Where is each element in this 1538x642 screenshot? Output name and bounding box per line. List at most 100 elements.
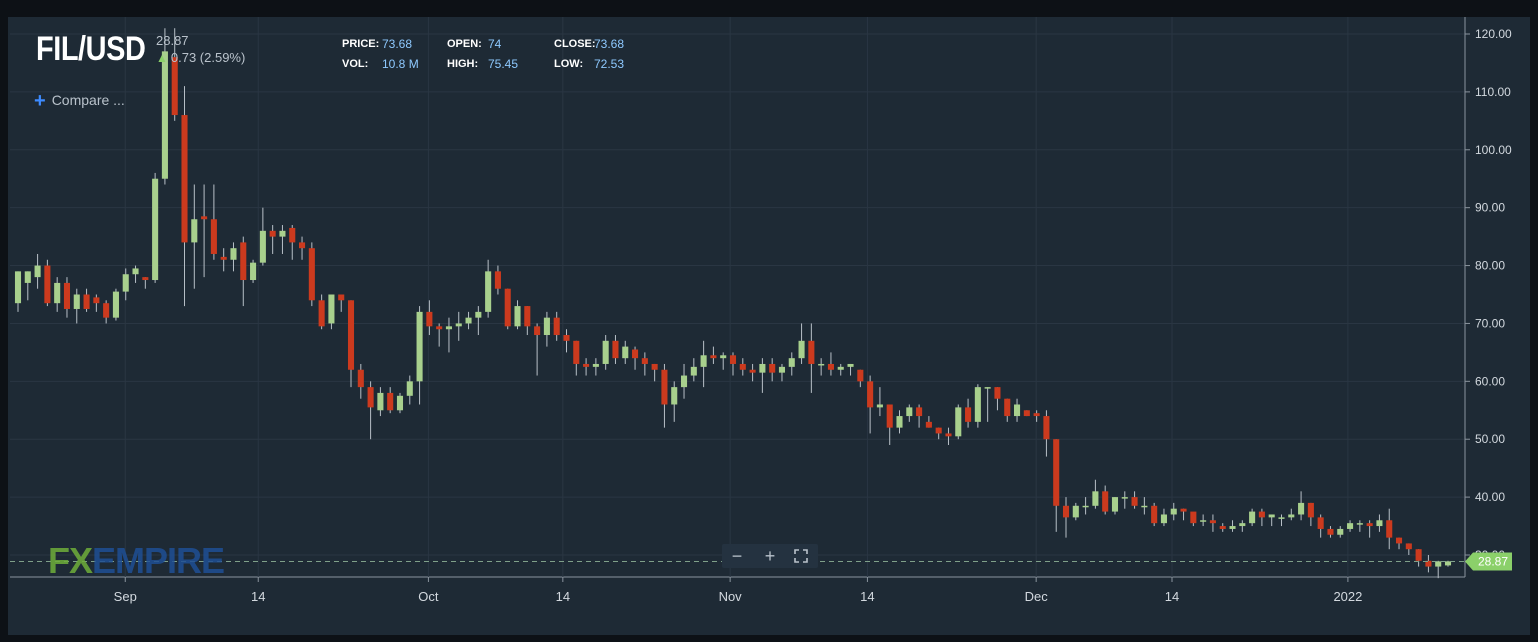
candle-down [436, 326, 443, 330]
candle-down [269, 230, 276, 237]
fxempire-logo: FXEMPIRE [48, 540, 225, 582]
compare-button[interactable]: + Compare ... [34, 90, 125, 113]
candle-down [857, 369, 864, 382]
candle-up [230, 248, 237, 260]
candle-up [1170, 508, 1177, 515]
candle-up [1229, 526, 1236, 529]
candle-down [1102, 491, 1109, 512]
candle-up [974, 387, 981, 422]
candle-up [416, 311, 423, 382]
candle-up [759, 363, 766, 373]
candle-up [34, 265, 41, 278]
close-value: 73.68 [594, 37, 625, 51]
candle-down [612, 340, 619, 359]
candle-up [250, 262, 257, 281]
x-tick-label: Oct [418, 589, 439, 604]
candle-up [1249, 511, 1256, 524]
candle-down [63, 282, 71, 309]
candle-up [671, 387, 678, 405]
candle-up [1200, 520, 1207, 522]
fullscreen-icon [794, 549, 808, 563]
candle-up [876, 404, 883, 408]
candle-down [1366, 523, 1373, 527]
candle-down [710, 355, 717, 359]
compare-label: Compare ... [51, 92, 125, 108]
zoom-in-button[interactable]: + [764, 546, 776, 566]
candle-up [778, 366, 786, 373]
candle-down [1405, 543, 1412, 550]
candle-down [965, 407, 972, 422]
low-value: 72.53 [594, 57, 625, 71]
candle-down [93, 297, 100, 304]
vol-label: VOL: [342, 58, 369, 70]
candle-up [1356, 523, 1363, 525]
candle-up [1141, 505, 1148, 508]
candle-down [935, 427, 942, 434]
candle-down [1062, 505, 1070, 518]
zoom-out-button[interactable]: − [731, 546, 743, 566]
candle-up [161, 51, 168, 179]
candle-up [191, 219, 198, 243]
candle-down [925, 421, 932, 428]
current-price-label: 28.87 [1478, 555, 1508, 569]
candle-up [1337, 528, 1344, 535]
close-label: CLOSE: [554, 38, 596, 50]
candle-down [945, 433, 952, 437]
candle-down [739, 363, 746, 370]
symbol-title: FIL/USD [36, 30, 146, 68]
candle-down [769, 363, 776, 373]
candle-up [543, 317, 550, 336]
candle-down [44, 265, 51, 304]
candle-down [308, 248, 315, 301]
candle-up [592, 363, 599, 367]
price-chart[interactable]: 30.0040.0050.0060.0070.0080.0090.00100.0… [8, 17, 1530, 635]
candle-down [494, 271, 501, 289]
vol-value: 10.8 M [382, 57, 419, 71]
candle-up [1160, 514, 1167, 524]
candle-up [680, 375, 688, 388]
candle-up [602, 340, 609, 364]
candle-up [1376, 520, 1383, 527]
candle-down [661, 369, 668, 405]
candle-up [788, 358, 795, 367]
candle-down [1327, 528, 1334, 535]
current-price-marker [1465, 552, 1512, 571]
candle-up [122, 274, 129, 292]
candle-down [553, 317, 560, 336]
candle-up [700, 355, 707, 367]
price-change: ▲ 0.73 (2.59%) [156, 50, 245, 65]
y-tick-label: 80.00 [1475, 259, 1505, 273]
candle-down [220, 256, 227, 260]
candle-up [445, 326, 452, 330]
candle-down [367, 387, 374, 408]
y-tick-label: 40.00 [1475, 490, 1505, 504]
candle-up [1082, 505, 1089, 508]
candle-down [563, 335, 570, 341]
chart-panel[interactable]: 30.0040.0050.0060.0070.0080.0090.00100.0… [8, 17, 1530, 635]
candle-down [524, 306, 531, 327]
candle-up [485, 271, 492, 312]
candle-up [54, 282, 61, 304]
candle-down [1131, 497, 1138, 506]
candle-down [641, 358, 648, 364]
candle-up [1014, 404, 1021, 417]
candle-down [1023, 410, 1030, 417]
candle-up [690, 366, 697, 376]
candle-down [181, 115, 188, 243]
high-label: HIGH: [447, 58, 479, 70]
candle-down [240, 242, 247, 281]
candle-up [1298, 502, 1305, 515]
y-tick-label: 120.00 [1475, 27, 1512, 41]
candle-up [279, 230, 286, 237]
candle-down [1425, 560, 1432, 567]
candle-down [651, 363, 658, 370]
price-label: PRICE: [342, 38, 380, 50]
price-change-value: 0.73 (2.59%) [170, 50, 246, 65]
candle-up [328, 294, 335, 324]
candle-down [387, 392, 394, 411]
candle-down [1004, 398, 1011, 417]
fullscreen-button[interactable] [786, 544, 816, 568]
candle-up [837, 366, 844, 370]
candle-down [142, 277, 149, 281]
candle-up [132, 268, 139, 275]
